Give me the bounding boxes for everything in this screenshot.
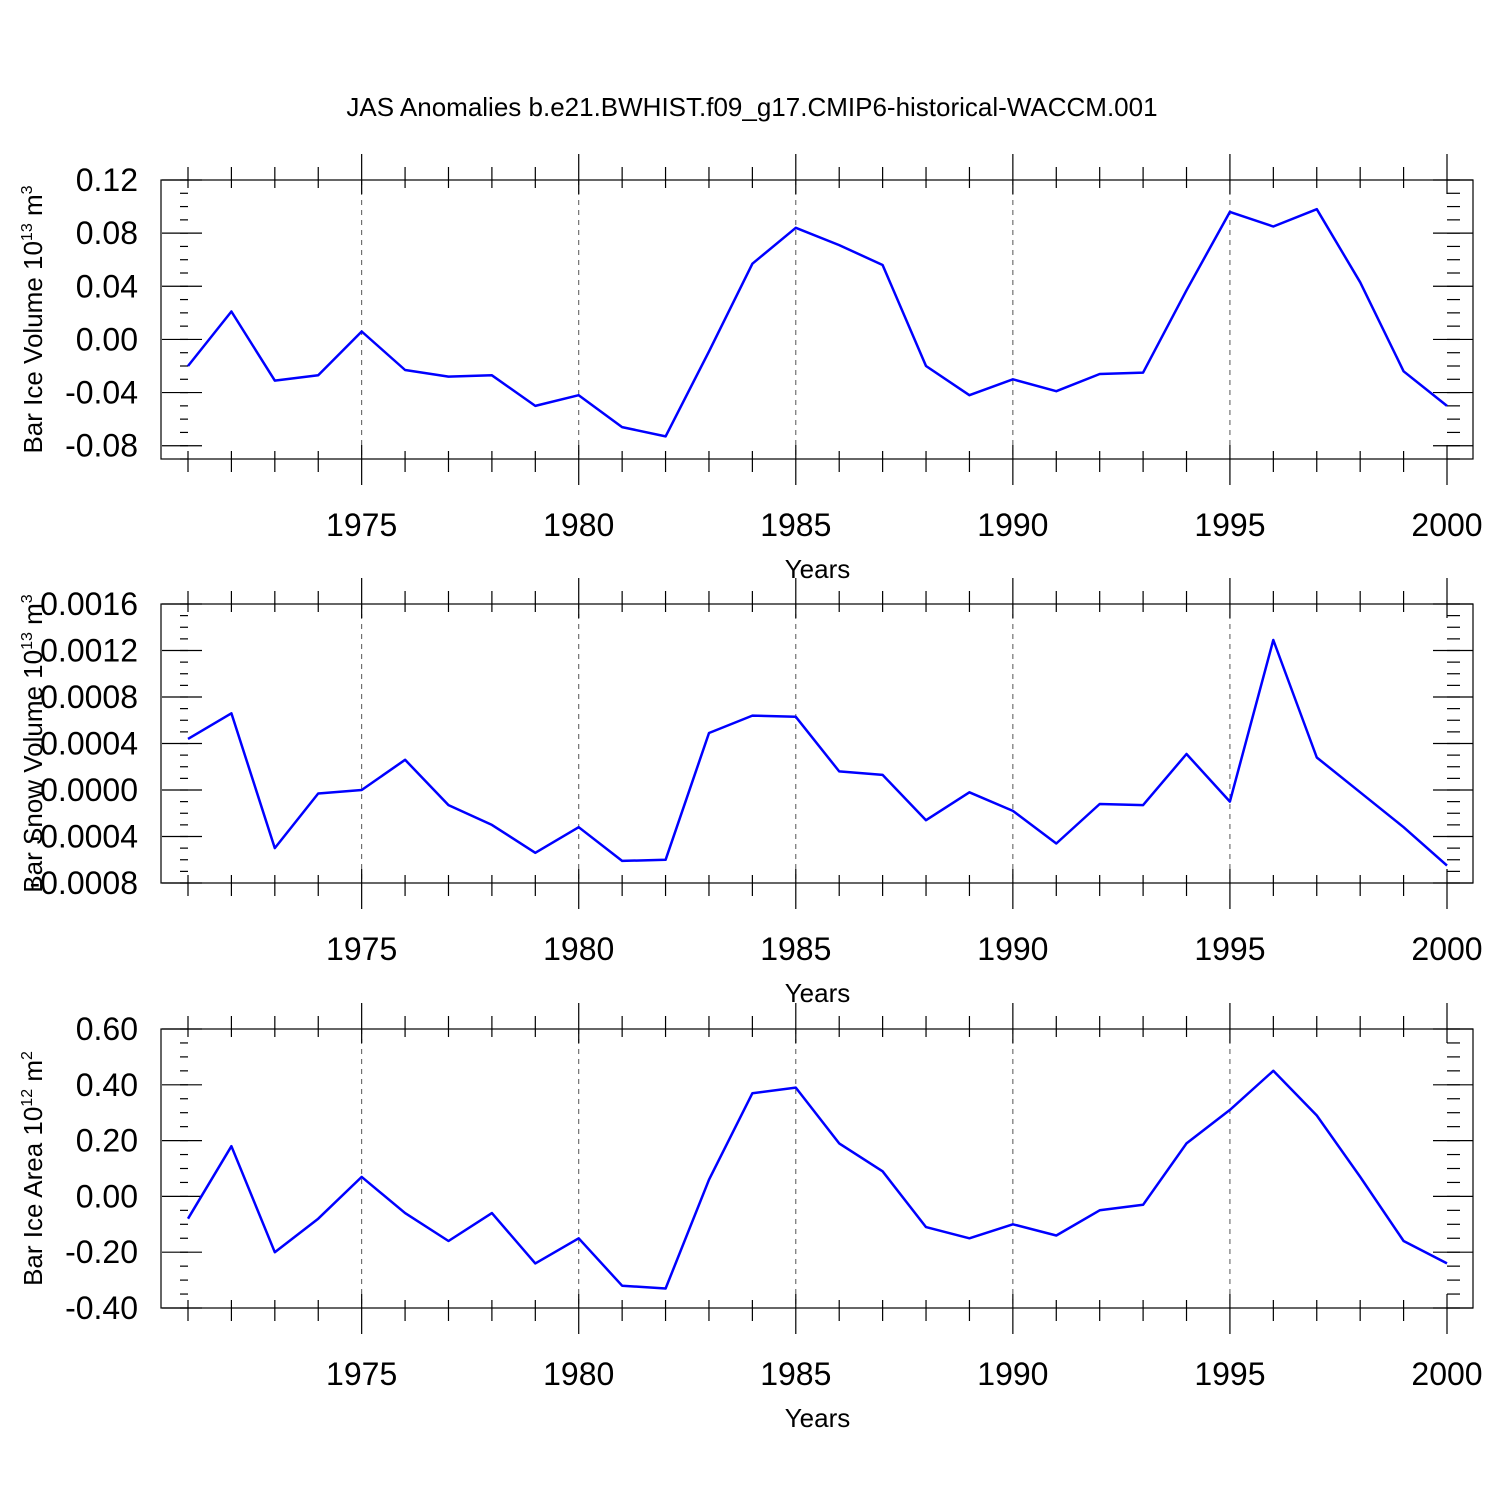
y-tick-label: 0.08 <box>76 215 138 251</box>
y-tick-label: 0.0008 <box>40 679 138 715</box>
x-tick-label: 2000 <box>1411 507 1482 543</box>
y-tick-label: 0.0012 <box>40 633 138 669</box>
y-axis-title: Bar Snow Volume 1013 m3 <box>18 594 48 893</box>
x-tick-label: 1985 <box>760 931 831 967</box>
x-tick-label: 1995 <box>1194 507 1265 543</box>
y-tick-label: 0.0016 <box>40 586 138 622</box>
x-tick-label: 1995 <box>1194 931 1265 967</box>
y-tick-label: -0.20 <box>65 1234 138 1270</box>
series-line-1 <box>186 1069 1448 1290</box>
x-tick-label: 1975 <box>326 931 397 967</box>
y-tick-label: -0.40 <box>65 1290 138 1326</box>
y-tick-label: 0.20 <box>76 1123 138 1159</box>
plot-frame <box>160 179 1474 460</box>
y-tick-label: 0.12 <box>76 162 138 198</box>
y-tick-label: 0.04 <box>76 268 138 304</box>
x-axis-title: Years <box>785 978 851 1008</box>
x-tick-label: 1985 <box>760 507 831 543</box>
x-tick-label: 1980 <box>543 507 614 543</box>
panel-3: 1975 1980 1985 1990 1995 2000 Years 0.60 0.40 0.2… <box>18 1003 1483 1433</box>
x-tick-label: 1975 <box>326 507 397 543</box>
y-tick-label: 0.0004 <box>40 726 138 762</box>
y-tick-label: 0.60 <box>76 1011 138 1047</box>
x-axis-title: Years <box>785 1403 851 1433</box>
x-tick-label: 1990 <box>977 1356 1048 1392</box>
x-tick-label: 2000 <box>1411 931 1482 967</box>
panel-1: 1975 1980 1985 1990 1995 2000 Years 0.12 0.08 0.0… <box>18 154 1483 584</box>
x-tick-label: 1990 <box>977 931 1048 967</box>
chart-panels: 1975 1980 1985 1990 1995 2000 Years 0.12 0.08 0.0… <box>18 154 1483 1433</box>
x-tick-label: 2000 <box>1411 1356 1482 1392</box>
x-tick-label: 1985 <box>760 1356 831 1392</box>
series-line-1 <box>187 638 1448 867</box>
x-tick-label: 1980 <box>543 931 614 967</box>
y-tick-label: -0.0008 <box>29 865 138 901</box>
y-tick-label: 0.00 <box>76 1178 138 1214</box>
x-tick-label: 1975 <box>326 1356 397 1392</box>
y-tick-label: 0.0000 <box>40 772 138 808</box>
y-tick-label: 0.00 <box>76 321 138 357</box>
x-tick-label: 1980 <box>543 1356 614 1392</box>
x-axis-title: Years <box>785 554 851 584</box>
series-line-1 <box>187 207 1448 438</box>
x-tick-label: 1995 <box>1194 1356 1265 1392</box>
y-tick-label: -0.04 <box>65 375 138 411</box>
panel-2: 1975 1980 1985 1990 1995 2000 Years 0.0016 0.001… <box>18 578 1483 1008</box>
figure-title: JAS Anomalies b.e21.BWHIST.f09_g17.CMIP6… <box>346 92 1157 122</box>
y-axis-title: Bar Ice Area 1012 m2 <box>18 1051 48 1286</box>
x-tick-label: 1990 <box>977 507 1048 543</box>
y-tick-label: -0.08 <box>65 428 138 464</box>
y-axis-title: Bar Ice Volume 1013 m3 <box>18 185 48 453</box>
y-tick-label: 0.40 <box>76 1067 138 1103</box>
plot-frame <box>160 1028 1474 1309</box>
y-tick-label: -0.0004 <box>29 819 138 855</box>
